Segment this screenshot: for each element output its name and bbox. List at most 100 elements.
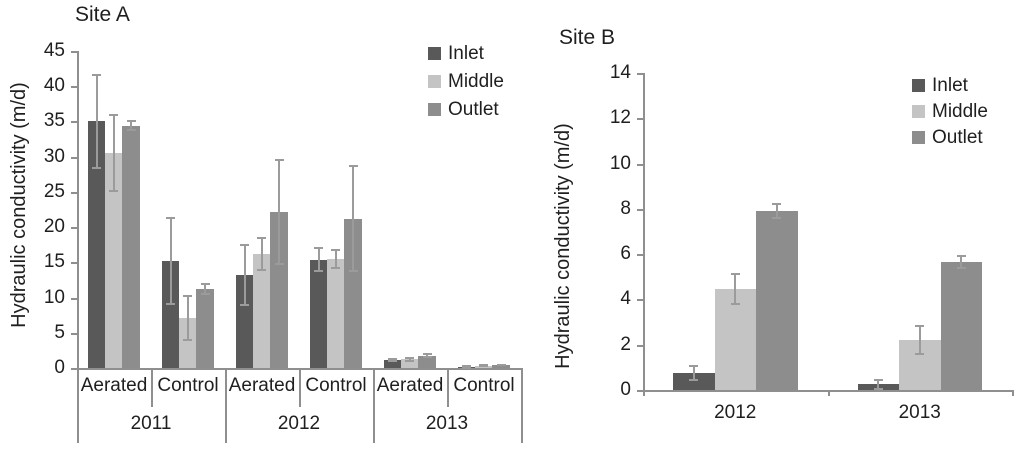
- legend-label: Inlet: [448, 43, 484, 64]
- error-bar-cap: [689, 378, 699, 381]
- error-bar-cap: [388, 358, 398, 361]
- error-bar-line: [960, 255, 963, 269]
- error-bar-cap: [183, 339, 193, 342]
- x-sub-category-label: Control: [453, 375, 515, 396]
- y-tick: [71, 297, 77, 300]
- error-bar-cap: [730, 273, 740, 276]
- bar-outlet: [196, 289, 214, 368]
- error-bar-cap: [183, 294, 193, 297]
- y-tick-label: 10: [609, 152, 631, 174]
- legend-swatch: [428, 75, 441, 88]
- category-divider: [521, 368, 523, 443]
- error-bar-line: [692, 365, 695, 381]
- category-divider: [151, 368, 153, 407]
- y-tick: [71, 262, 77, 265]
- y-axis-line: [77, 51, 79, 368]
- bar-inlet: [236, 275, 254, 368]
- y-tick: [71, 156, 77, 159]
- bar-outlet: [940, 262, 982, 390]
- error-bar-cap: [479, 364, 489, 367]
- bar-middle: [179, 317, 197, 368]
- y-tick: [637, 344, 643, 347]
- chart-title: Site A: [75, 3, 130, 26]
- error-bar-cap: [956, 266, 966, 269]
- error-bar-line: [186, 294, 189, 342]
- bar-outlet: [344, 218, 362, 368]
- category-divider: [225, 368, 227, 443]
- error-bar-cap: [405, 356, 415, 359]
- error-bar-cap: [348, 165, 358, 168]
- y-tick: [71, 121, 77, 124]
- y-tick: [71, 86, 77, 89]
- error-bar-line: [877, 378, 880, 390]
- error-bar-cap: [915, 325, 925, 328]
- legend-swatch: [428, 47, 441, 60]
- x-sub-category-label: Aerated: [228, 375, 296, 396]
- error-bar-line: [130, 120, 132, 132]
- y-tick: [637, 163, 643, 166]
- category-divider: [299, 368, 301, 407]
- bar-inlet: [310, 259, 328, 368]
- error-bar-cap: [314, 270, 324, 273]
- bar-outlet: [122, 125, 140, 368]
- error-bar-cap: [126, 129, 136, 132]
- y-tick-label: 8: [620, 197, 631, 219]
- error-bar-line: [317, 246, 320, 273]
- legend-swatch: [912, 79, 925, 92]
- error-bar-cap: [388, 360, 398, 363]
- error-bar-cap: [462, 365, 472, 368]
- bar-outlet: [756, 211, 798, 390]
- error-bar-cap: [257, 268, 267, 271]
- y-tick: [637, 118, 643, 121]
- y-tick: [637, 254, 643, 257]
- error-bar-cap: [405, 359, 415, 362]
- error-bar-cap: [92, 73, 102, 76]
- category-divider: [373, 368, 375, 443]
- legend-label: Middle: [932, 101, 988, 122]
- bar-middle: [253, 253, 271, 368]
- y-tick-label: 14: [609, 62, 631, 83]
- bar-middle: [714, 289, 756, 390]
- y-axis-line: [643, 73, 645, 390]
- y-tick-label: 45: [43, 40, 65, 61]
- error-bar-line: [95, 73, 98, 170]
- error-bar-cap: [873, 378, 883, 381]
- legend-label: Inlet: [932, 75, 968, 96]
- y-tick: [71, 227, 77, 230]
- y-tick-label: 2: [620, 333, 631, 355]
- y-tick-label: 20: [43, 216, 65, 238]
- error-bar-cap: [956, 255, 966, 258]
- error-bar-cap: [274, 159, 284, 162]
- error-bar-cap: [496, 363, 506, 366]
- y-tick-label: 25: [43, 180, 65, 202]
- y-tick-label: 5: [54, 321, 65, 343]
- x-sub-category-label: Aerated: [80, 375, 148, 396]
- legend-item: Inlet: [912, 76, 968, 95]
- bar-inlet: [384, 360, 402, 368]
- y-tick-label: 6: [620, 243, 631, 265]
- error-bar-line: [734, 273, 737, 306]
- error-bar-line: [204, 282, 206, 296]
- error-bar-cap: [166, 303, 176, 306]
- y-tick-label: 35: [43, 110, 65, 132]
- error-bar-cap: [109, 189, 119, 192]
- error-bar-cap: [331, 266, 341, 269]
- error-bar-cap: [348, 270, 358, 273]
- legend-swatch: [428, 103, 441, 116]
- error-bar-line: [243, 244, 246, 306]
- bar-middle: [327, 258, 345, 368]
- y-tick-label: 10: [43, 286, 65, 308]
- error-bar-cap: [166, 216, 176, 219]
- y-tick-label: 0: [54, 357, 65, 378]
- y-tick-label: 40: [43, 75, 65, 97]
- legend-item: Inlet: [428, 44, 484, 63]
- error-bar-cap: [200, 282, 210, 285]
- error-bar-cap: [915, 352, 925, 355]
- y-tick: [71, 332, 77, 335]
- error-bar-cap: [331, 248, 341, 251]
- error-bar-cap: [240, 304, 250, 306]
- error-bar-cap: [730, 303, 740, 306]
- x-tick: [643, 390, 645, 396]
- chart-title: Site B: [559, 26, 616, 49]
